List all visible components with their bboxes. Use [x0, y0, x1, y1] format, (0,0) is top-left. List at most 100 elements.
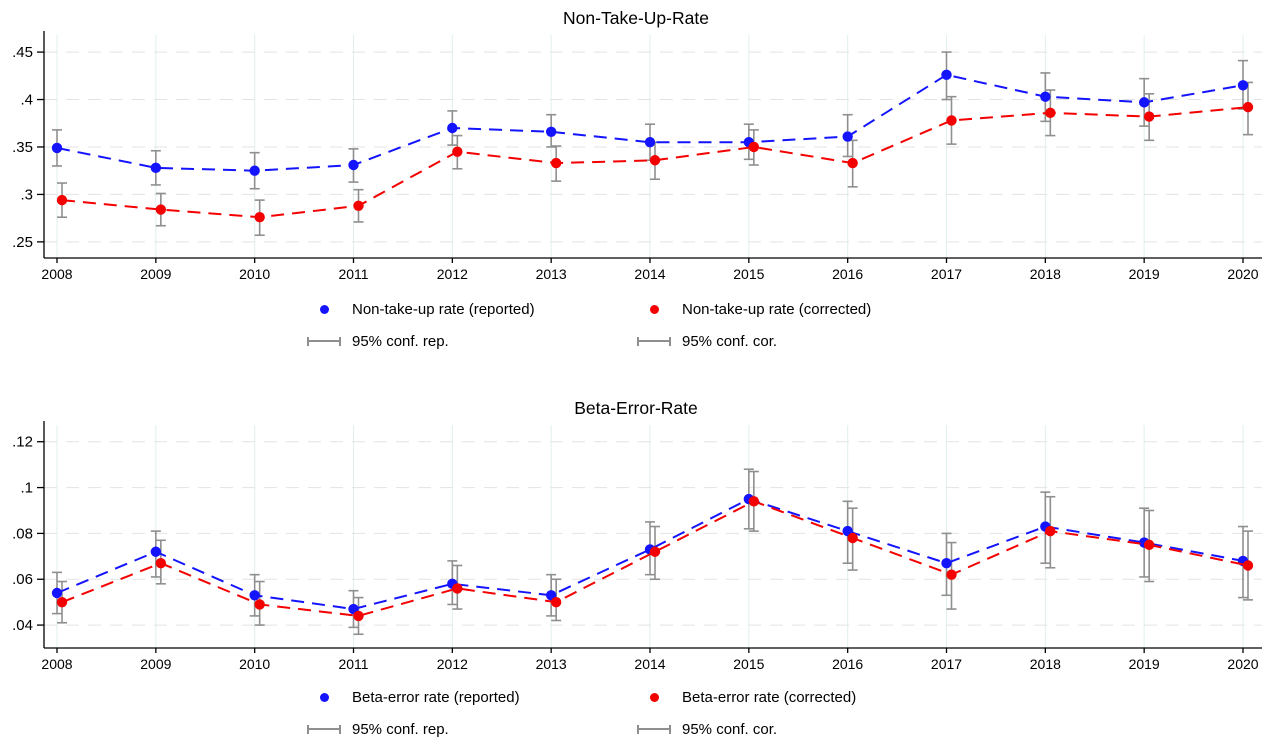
y-tick-label: .3 [20, 186, 33, 203]
x-tick-label: 2016 [832, 266, 863, 282]
x-tick-label: 2011 [338, 266, 368, 282]
legend-item-reported: Non-take-up rate (reported) [306, 298, 636, 320]
legend-label-conf-rep: 95% conf. rep. [352, 720, 449, 738]
errorbar-icon [637, 336, 671, 346]
data-point [1242, 560, 1254, 571]
data-point [254, 599, 265, 610]
legend-label-corrected: Non-take-up rate (corrected) [682, 300, 872, 318]
data-point [254, 211, 265, 223]
x-tick-label: 2010 [239, 266, 270, 282]
data-point [545, 126, 557, 137]
data-point [941, 558, 952, 569]
x-tick-label: 2018 [1030, 656, 1061, 672]
legend-marker-slot [306, 692, 342, 702]
x-tick-label: 2015 [733, 656, 764, 672]
legend-row-series: Beta-error rate (reported) Beta-error ra… [306, 686, 966, 708]
data-point [644, 137, 656, 148]
data-point [249, 165, 260, 176]
legend-marker-slot [636, 304, 672, 314]
data-point [941, 69, 952, 81]
y-tick-label: .1 [20, 480, 33, 497]
data-point [1237, 80, 1249, 91]
data-point [1138, 97, 1150, 108]
non-take-up-legend: Non-take-up rate (reported) Non-take-up … [0, 298, 1272, 352]
data-point [447, 122, 458, 134]
legend-label-conf-cor: 95% conf. cor. [682, 332, 778, 350]
data-point [51, 587, 63, 599]
data-point [1143, 111, 1155, 122]
x-tick-label: 2012 [437, 266, 468, 282]
legend-label-conf-rep: 95% conf. rep. [352, 332, 449, 350]
beta-error-legend: Beta-error rate (reported) Beta-error ra… [0, 686, 1272, 740]
legend-marker-slot [306, 724, 342, 734]
data-point [150, 162, 162, 174]
data-point [649, 546, 661, 557]
x-tick-label: 2018 [1030, 266, 1061, 282]
y-tick-label: .45 [12, 44, 33, 61]
legend-row-series: Non-take-up rate (reported) Non-take-up … [306, 298, 966, 320]
errorbar-icon [307, 336, 341, 346]
data-point [353, 200, 364, 212]
legend-row-confidence: 95% conf. rep. 95% conf. cor. [306, 718, 966, 740]
x-tick-label: 2011 [338, 656, 368, 672]
data-point [649, 155, 661, 166]
x-tick-label: 2015 [733, 266, 764, 282]
legend-item-conf-rep: 95% conf. rep. [306, 330, 636, 352]
data-point [550, 596, 562, 608]
legend-item-corrected: Non-take-up rate (corrected) [636, 298, 966, 320]
x-tick-label: 2009 [140, 656, 171, 672]
y-tick-label: .06 [12, 571, 33, 588]
x-tick-label: 2014 [634, 266, 665, 282]
data-point [155, 204, 167, 215]
data-point [1045, 525, 1056, 537]
y-tick-label: .08 [12, 525, 33, 542]
data-point [452, 583, 463, 594]
non-take-up-rate-chart: Non-Take-Up-Rate .25 .3 .35 .4 .45 2008 2009 201… [12, 8, 1262, 282]
legend-marker-slot [636, 692, 672, 702]
x-tick-label: 2019 [1129, 266, 1160, 282]
data-point [249, 590, 260, 601]
x-tick-label: 2014 [634, 656, 665, 672]
data-point [550, 157, 562, 169]
x-tick-label: 2019 [1129, 656, 1160, 672]
data-point [150, 546, 162, 557]
legend-marker-slot [636, 724, 672, 734]
y-tick-label: .25 [12, 234, 33, 251]
data-point [946, 115, 957, 126]
x-tick-label: 2017 [931, 266, 962, 282]
data-point [452, 146, 463, 157]
data-point [56, 194, 68, 206]
data-point [1045, 107, 1056, 119]
legend-item-reported: Beta-error rate (reported) [306, 686, 636, 708]
x-tick-label: 2013 [536, 266, 567, 282]
data-point [748, 496, 760, 507]
legend-item-conf-rep: 95% conf. rep. [306, 718, 636, 740]
data-point [348, 159, 359, 171]
data-point [842, 131, 853, 142]
corrected-dot-marker [649, 692, 659, 702]
x-tick-label: 2016 [832, 656, 863, 672]
data-point [1143, 539, 1155, 551]
x-tick-label: 2020 [1227, 266, 1258, 282]
legend-item-conf-cor: 95% conf. cor. [636, 330, 966, 352]
data-point [847, 532, 858, 544]
legend-label-reported: Beta-error rate (reported) [352, 688, 520, 706]
x-tick-label: 2020 [1227, 656, 1258, 672]
y-tick-label: .04 [12, 617, 33, 634]
data-point [155, 558, 167, 569]
legend-label-reported: Non-take-up rate (reported) [352, 300, 535, 318]
data-point [353, 610, 364, 622]
data-point [1242, 101, 1254, 113]
legend-marker-slot [306, 304, 342, 314]
data-point [946, 569, 957, 580]
data-point [1040, 91, 1051, 102]
x-tick-label: 2008 [41, 656, 72, 672]
legend-label-conf-cor: 95% conf. cor. [682, 720, 778, 738]
data-point [51, 142, 63, 154]
x-tick-label: 2008 [41, 266, 72, 282]
x-tick-label: 2013 [536, 656, 567, 672]
x-tick-label: 2010 [239, 656, 270, 672]
legend-item-conf-cor: 95% conf. cor. [636, 718, 966, 740]
reported-dot-marker [319, 304, 329, 314]
beta-error-rate-chart: Beta-Error-Rate .04 .06 .08 .1 .12 2008 2009 201… [12, 398, 1262, 672]
